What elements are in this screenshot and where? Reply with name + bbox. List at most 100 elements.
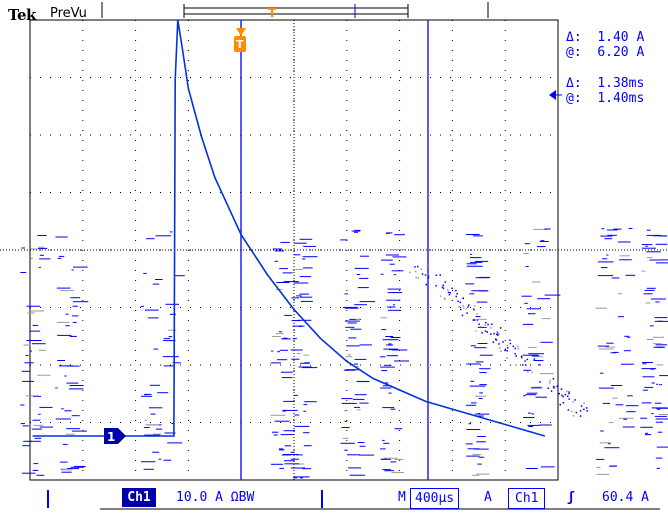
display-artifact: [515, 364, 517, 366]
display-artifact: [420, 268, 423, 270]
display-artifact: [498, 347, 501, 349]
display-artifact: [462, 304, 464, 307]
display-artifact: [504, 348, 507, 351]
status-timebase-value[interactable]: 400µs: [410, 488, 460, 509]
status-vertical-scale[interactable]: 10.0 A ΩBW: [176, 490, 255, 505]
display-artifact: [468, 304, 470, 306]
display-artifact: [457, 300, 459, 303]
display-artifact: [567, 395, 569, 397]
display-artifact: [439, 274, 441, 276]
display-artifact: [568, 391, 570, 393]
display-artifact: [462, 297, 464, 300]
display-artifact: [467, 306, 469, 308]
display-artifact: [414, 266, 416, 268]
status-timebase-label: M: [398, 490, 406, 505]
display-artifact: [571, 410, 573, 413]
display-artifact: [548, 382, 551, 384]
ch1-waveform: [32, 19, 546, 437]
display-artifact: [476, 313, 478, 315]
display-artifact: [456, 293, 458, 295]
display-artifact: [522, 364, 524, 366]
display-artifact: [441, 286, 444, 288]
display-artifact: [443, 297, 446, 299]
display-artifact: [485, 321, 487, 324]
display-artifact: [525, 364, 527, 366]
trigger-position-marker[interactable]: [234, 36, 246, 52]
display-artifact: [442, 287, 445, 290]
display-artifact: [465, 308, 468, 310]
display-artifact: [572, 401, 574, 403]
display-artifact: [491, 323, 493, 325]
display-artifact: [514, 347, 516, 350]
display-artifact: [479, 325, 482, 328]
display-artifact: [448, 293, 451, 296]
status-trigger-source[interactable]: Ch1: [508, 488, 546, 509]
display-artifact: [585, 407, 588, 409]
display-artifact: [566, 390, 568, 393]
current-delta-readout: Δ: 1.40 A: [566, 30, 644, 45]
display-artifact: [552, 378, 555, 380]
display-artifact: [439, 295, 442, 297]
display-artifact: [579, 415, 582, 417]
display-artifact: [484, 324, 486, 326]
display-artifact: [463, 307, 465, 309]
display-artifact: [531, 371, 533, 374]
display-artifact: [567, 409, 570, 411]
time-delta-readout: Δ: 1.38ms: [566, 76, 644, 91]
display-artifact: [498, 333, 500, 335]
display-artifact: [553, 385, 555, 388]
display-artifact: [562, 395, 564, 398]
display-artifact: [490, 333, 492, 335]
display-artifact: [583, 408, 585, 411]
status-channel[interactable]: Ch1: [122, 488, 156, 507]
display-artifact: [579, 410, 582, 412]
display-artifact: [484, 330, 487, 332]
display-artifact: [417, 265, 419, 268]
ch1-ground-marker[interactable]: [104, 428, 118, 444]
status-trigger-level[interactable]: 60.4 A: [602, 490, 649, 505]
display-artifact: [497, 334, 499, 336]
display-artifact: [487, 323, 489, 326]
display-artifact: [526, 358, 529, 361]
display-artifact: [580, 405, 583, 407]
display-artifact: [504, 349, 506, 352]
display-artifact: [496, 331, 499, 334]
display-artifact: [473, 305, 476, 307]
display-artifact: [424, 274, 427, 276]
time-delta-label: Δ:: [566, 76, 582, 91]
status-trigger-slope-icon[interactable]: ʃ: [567, 490, 575, 505]
display-artifact: [524, 360, 526, 362]
display-artifact: [586, 410, 588, 412]
display-artifact: [512, 345, 514, 348]
display-artifact: [559, 403, 561, 406]
display-artifact: [425, 283, 427, 286]
display-artifact: [583, 402, 585, 404]
acquisition-mode: PreVu: [50, 6, 87, 21]
display-artifact: [496, 333, 498, 336]
display-artifact: [486, 331, 488, 333]
display-artifact: [444, 298, 446, 301]
time-at-label: @:: [566, 91, 582, 106]
record-view-bar: [183, 7, 409, 15]
display-artifact: [561, 394, 564, 396]
display-artifact: [562, 402, 565, 404]
display-artifact: [550, 390, 553, 392]
display-artifacts: [20, 228, 668, 479]
display-artifact: [499, 327, 502, 329]
display-artifact: [473, 309, 476, 311]
display-artifact: [521, 356, 523, 359]
current-delta-value: 1.40 A: [597, 30, 645, 45]
display-artifact: [435, 285, 437, 287]
trigger-level-arrow[interactable]: [549, 90, 556, 100]
display-artifact: [506, 357, 508, 359]
display-artifact: [415, 276, 417, 279]
display-artifact: [568, 398, 570, 400]
current-at-value: 6.20 A: [597, 45, 645, 60]
trigger-position-marker-label: T: [236, 38, 244, 51]
display-artifact: [444, 281, 447, 283]
display-artifact: [447, 289, 449, 291]
display-artifact: [506, 350, 508, 352]
display-artifact: [496, 331, 498, 333]
display-artifact: [500, 350, 502, 352]
